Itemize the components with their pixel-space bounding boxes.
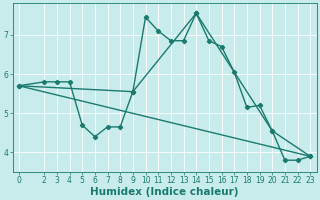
X-axis label: Humidex (Indice chaleur): Humidex (Indice chaleur): [90, 187, 239, 197]
